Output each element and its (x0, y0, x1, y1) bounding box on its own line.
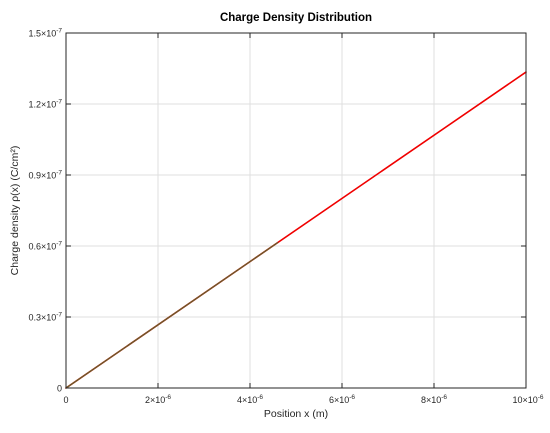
y-tick-label: 1.5×10-7 (28, 28, 62, 39)
series-layer (65, 71, 527, 389)
y-tick-label: 0.9×10-7 (28, 170, 62, 181)
tick-layer: 0 2×10-6 4×10-6 6×10-6 8×10-6 10×10-6 0 0.3×10-… (28, 28, 543, 406)
series-line-2 (65, 241, 279, 389)
plot-frame (65, 32, 527, 389)
chart-title: Charge Density Distribution (220, 12, 372, 24)
x-tick-label: 2×10-6 (145, 394, 171, 405)
y-tick-label: 0 (57, 384, 62, 394)
x-tick-label: 4×10-6 (237, 394, 263, 405)
grid-layer (66, 33, 526, 388)
y-tick-label: 0.3×10-7 (28, 312, 62, 323)
x-tick-label: 6×10-6 (329, 394, 355, 405)
y-tick-label: 0.6×10-7 (28, 241, 62, 252)
x-axis-label: Position x (m) (264, 408, 328, 420)
y-axis-label: Charge density ρ(x) (C/cm²) (9, 146, 21, 276)
x-tick-label: 10×10-6 (512, 394, 543, 405)
x-tick-label: 0 (63, 395, 68, 405)
x-tick-label: 8×10-6 (421, 394, 447, 405)
y-tick-label: 1.2×10-7 (28, 99, 62, 110)
